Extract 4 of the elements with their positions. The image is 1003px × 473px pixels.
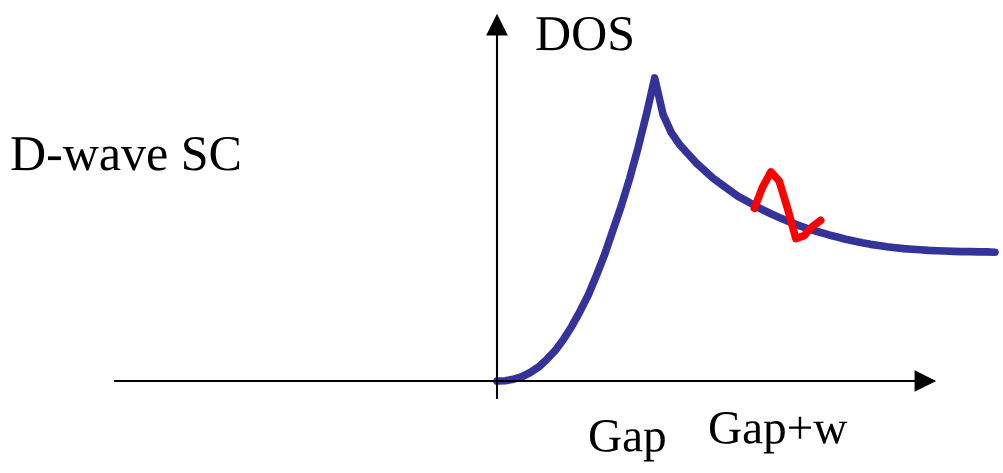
text: Gap [589, 420, 665, 462]
text: Gap+w [709, 412, 848, 454]
text: D-wave SC [11, 136, 240, 171]
y-axis-title: DOS [536, 16, 632, 51]
